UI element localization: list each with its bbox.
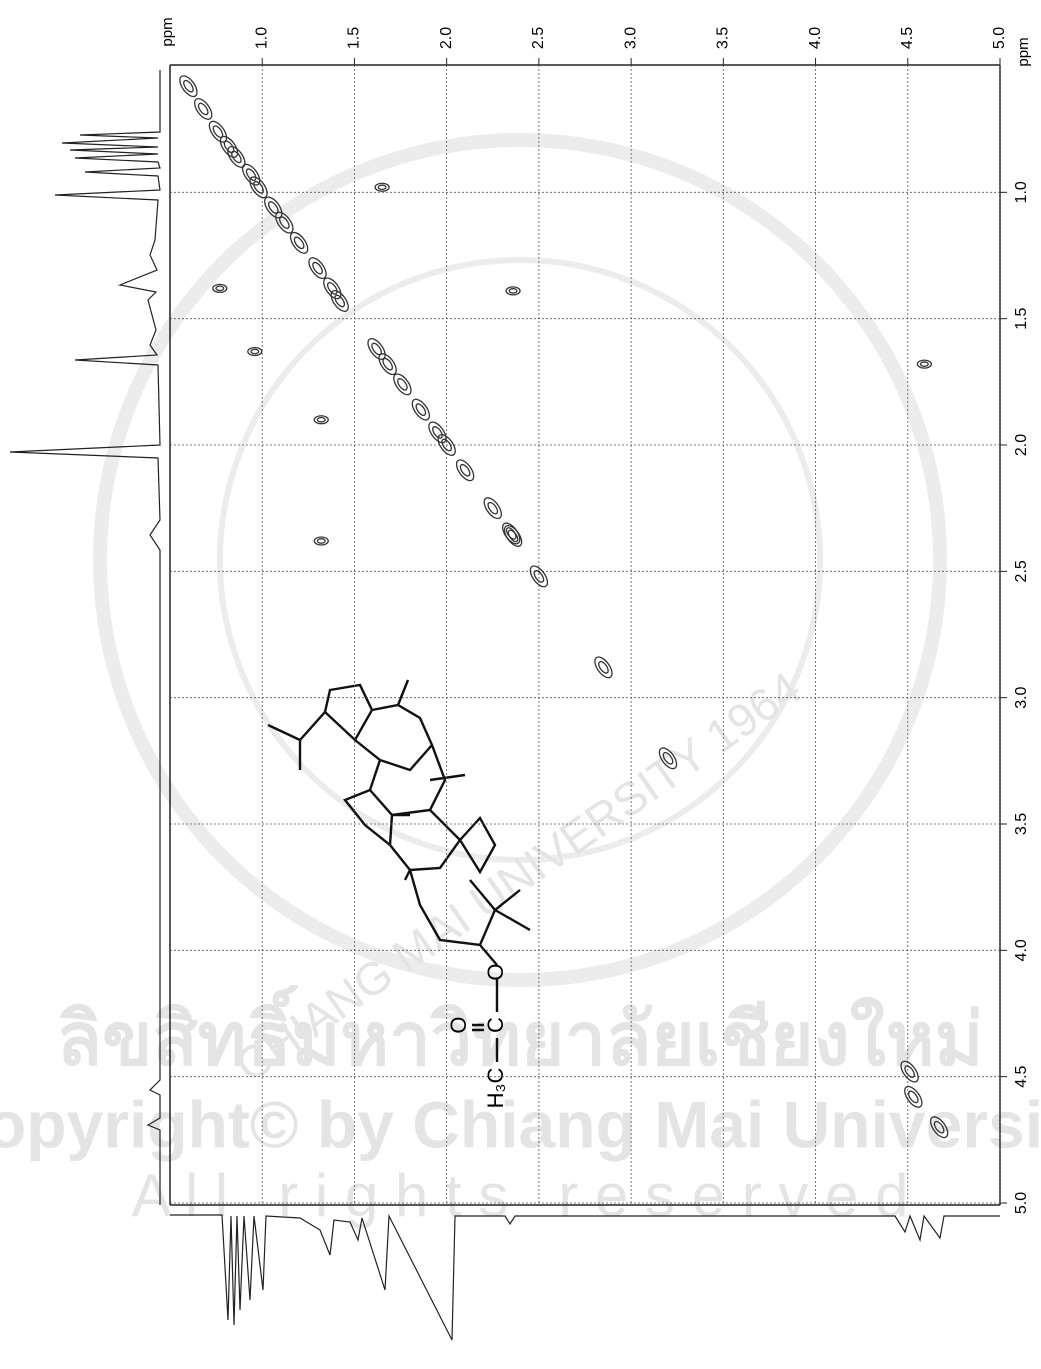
cross-peak [396, 377, 409, 392]
atom-label: O [483, 963, 508, 980]
cross-peak [251, 349, 259, 353]
seal-ring [220, 260, 820, 860]
chart: CHIANG MAI UNIVERSITY 1964 ลิขสิทธิ์มหาว… [0, 0, 1041, 1364]
cross-peak [378, 185, 386, 189]
y-tick-label: 3.5 [1013, 813, 1030, 835]
x-tick-label: 1.0 [253, 27, 270, 49]
cross-peak [326, 281, 339, 296]
x-tick-label: 1.5 [346, 27, 363, 49]
y-tick-label: 5.0 [1013, 1192, 1030, 1214]
x-tick-label: 2.5 [530, 27, 547, 49]
cross-peak [426, 419, 450, 445]
atom-label: O [446, 1016, 471, 1033]
cross-peak [247, 174, 271, 200]
cross-peak [486, 501, 499, 516]
cross-peak [409, 396, 433, 422]
atom-label: H₃C [483, 1068, 508, 1109]
cross-peak [293, 236, 306, 251]
cross-peak [182, 79, 195, 94]
cross-peak [311, 261, 324, 276]
proton-projection-bottom [170, 1215, 1000, 1340]
cross-peak [317, 418, 325, 422]
watermark-rights: A l l r i g h t s r e s e r v e d [132, 1162, 909, 1229]
cross-peak [245, 167, 258, 182]
y-tick-label: 1.5 [1013, 307, 1030, 329]
cross-peak [921, 362, 929, 366]
watermark-copyright: Copyright© by Chiang Mai University [0, 1087, 1041, 1161]
y-axis-label: ppm [1015, 37, 1032, 66]
x-tick-label: 2.0 [438, 27, 455, 49]
cross-peak [509, 289, 517, 293]
cross-peak [287, 230, 311, 256]
x-tick-label: 3.0 [622, 27, 639, 49]
x-tick-label: 4.5 [899, 27, 916, 49]
cross-peak [481, 495, 505, 521]
cross-peak [333, 294, 346, 309]
cross-peak [216, 286, 224, 290]
cross-peak [597, 660, 610, 675]
x-tick-label: 5.0 [991, 27, 1008, 49]
y-tick-label: 2.0 [1013, 434, 1030, 456]
y-tick-label: 1.0 [1013, 181, 1030, 203]
y-tick-label: 4.0 [1013, 939, 1030, 961]
cross-peak [592, 654, 616, 680]
y-tick-label: 4.5 [1013, 1065, 1030, 1087]
x-tick-label: 4.0 [807, 27, 824, 49]
cross-peak [381, 357, 394, 372]
cross-peak [306, 255, 330, 281]
cross-peak [328, 288, 352, 314]
cross-peak [252, 180, 265, 195]
x-tick-label: 3.5 [715, 27, 732, 49]
x-axis-label: ppm [159, 17, 176, 46]
y-tick-label: 3.0 [1013, 686, 1030, 708]
cross-peak [197, 102, 210, 117]
cross-peak [177, 73, 201, 99]
cross-peak [414, 402, 427, 417]
cross-peak [459, 463, 472, 478]
watermark: CHIANG MAI UNIVERSITY 1964 ลิขสิทธิ์มหาว… [0, 140, 1041, 1229]
cross-peak [376, 351, 400, 377]
cross-peak [317, 539, 325, 543]
cross-peak [453, 457, 477, 483]
atom-label: C [483, 1017, 508, 1033]
y-tick-label: 2.5 [1013, 560, 1030, 582]
cross-peak [431, 425, 444, 440]
cross-peak [390, 371, 414, 397]
cross-peak [191, 96, 215, 122]
watermark-thai: ลิขสิทธิ์มหาวิทยาลัยเชียงใหม่ [57, 985, 984, 1081]
